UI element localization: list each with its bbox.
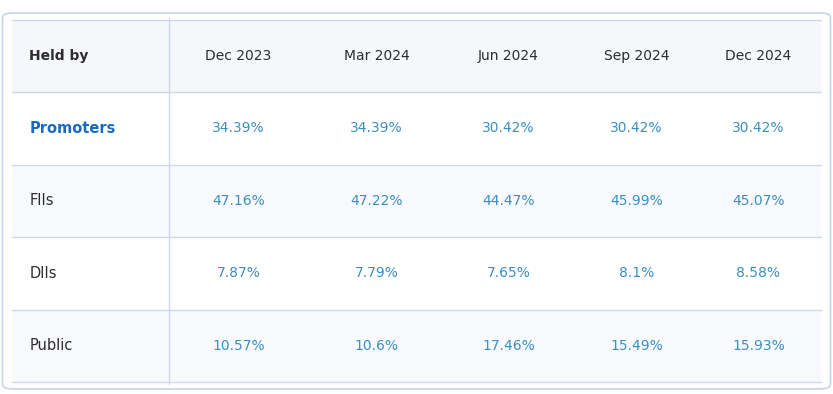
Text: 30.42%: 30.42% xyxy=(610,121,663,136)
Text: 34.39%: 34.39% xyxy=(212,121,265,136)
Text: 34.39%: 34.39% xyxy=(350,121,403,136)
Text: 15.93%: 15.93% xyxy=(732,339,785,353)
FancyBboxPatch shape xyxy=(2,13,831,389)
Text: Dec 2024: Dec 2024 xyxy=(726,49,791,63)
Text: 7.79%: 7.79% xyxy=(355,266,398,281)
Text: 8.58%: 8.58% xyxy=(736,266,781,281)
Text: 45.07%: 45.07% xyxy=(732,194,785,208)
Text: FIIs: FIIs xyxy=(29,193,53,208)
Text: 17.46%: 17.46% xyxy=(482,339,535,353)
Bar xyxy=(12,165,821,237)
Text: 47.16%: 47.16% xyxy=(212,194,265,208)
Text: 47.22%: 47.22% xyxy=(350,194,403,208)
Text: 7.87%: 7.87% xyxy=(217,266,261,281)
Text: 44.47%: 44.47% xyxy=(482,194,535,208)
Text: 15.49%: 15.49% xyxy=(610,339,663,353)
Text: 45.99%: 45.99% xyxy=(610,194,663,208)
Text: Sep 2024: Sep 2024 xyxy=(604,49,669,63)
Text: Mar 2024: Mar 2024 xyxy=(344,49,409,63)
Text: Dec 2023: Dec 2023 xyxy=(206,49,272,63)
Bar xyxy=(12,310,821,382)
Text: 30.42%: 30.42% xyxy=(732,121,785,136)
Bar xyxy=(12,92,821,165)
Text: Public: Public xyxy=(29,338,72,353)
Bar xyxy=(12,20,821,92)
Text: Promoters: Promoters xyxy=(29,121,116,136)
Text: 10.6%: 10.6% xyxy=(355,339,398,353)
Text: 8.1%: 8.1% xyxy=(619,266,654,281)
Text: DIIs: DIIs xyxy=(29,266,57,281)
Text: 7.65%: 7.65% xyxy=(486,266,531,281)
Text: 10.57%: 10.57% xyxy=(212,339,265,353)
Bar xyxy=(12,237,821,310)
Text: Jun 2024: Jun 2024 xyxy=(478,49,539,63)
Text: 30.42%: 30.42% xyxy=(482,121,535,136)
Text: Held by: Held by xyxy=(29,49,88,63)
